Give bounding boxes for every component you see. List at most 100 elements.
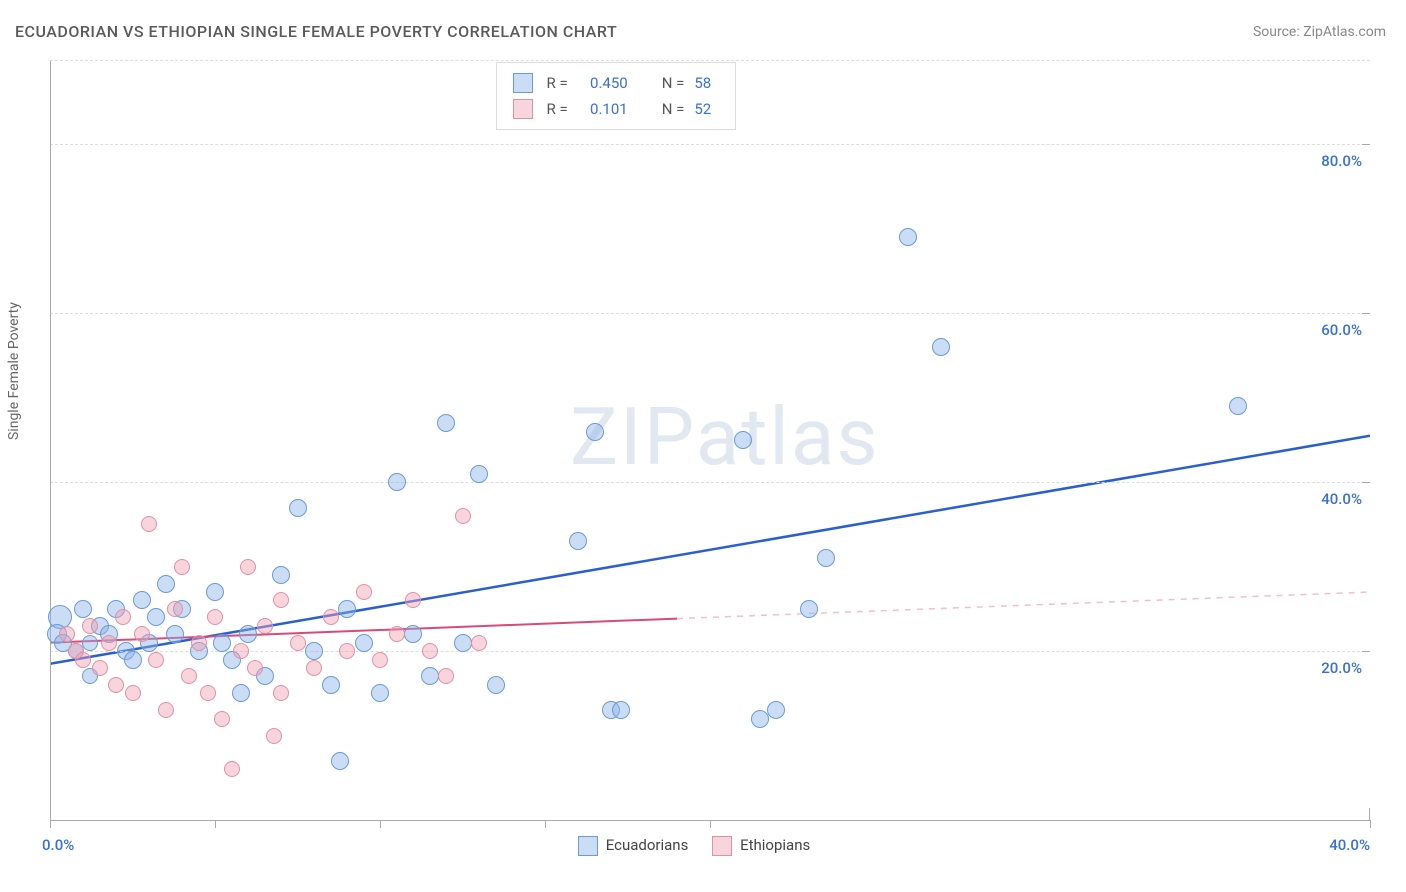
grid-line <box>50 144 1370 145</box>
data-point <box>206 583 224 601</box>
data-point <box>289 499 307 517</box>
data-point <box>470 465 488 483</box>
data-point <box>438 668 454 684</box>
grid-line <box>50 313 1370 314</box>
data-point <box>266 728 282 744</box>
y-tick-label: 20.0% <box>1321 659 1362 677</box>
y-axis-title: Single Female Poverty <box>6 302 22 440</box>
data-point <box>101 635 117 651</box>
data-point <box>586 423 604 441</box>
y-tick-label: 60.0% <box>1321 321 1362 339</box>
data-point <box>158 702 174 718</box>
data-point <box>612 701 630 719</box>
data-point <box>356 584 372 600</box>
data-point <box>273 685 289 701</box>
data-point <box>92 660 108 676</box>
data-point <box>339 643 355 659</box>
data-point <box>125 685 141 701</box>
data-point <box>124 651 142 669</box>
watermark: ZIPatlas <box>570 390 880 484</box>
data-point <box>181 668 197 684</box>
data-point <box>817 549 835 567</box>
data-point <box>306 660 322 676</box>
data-point <box>355 634 373 652</box>
data-point <box>240 559 256 575</box>
data-point <box>75 652 91 668</box>
data-point <box>389 626 405 642</box>
x-tick <box>1370 820 1371 828</box>
data-point <box>338 600 356 618</box>
x-tick <box>710 820 711 828</box>
data-point <box>214 711 230 727</box>
data-point <box>372 652 388 668</box>
data-point <box>247 660 263 676</box>
data-point <box>157 575 175 593</box>
data-point <box>388 473 406 491</box>
data-point <box>108 677 124 693</box>
data-point <box>133 591 151 609</box>
data-point <box>239 625 257 643</box>
y-tick <box>1362 482 1370 483</box>
data-point <box>207 609 223 625</box>
data-point <box>932 338 950 356</box>
y-tick <box>1362 651 1370 652</box>
data-point <box>734 431 752 449</box>
data-point <box>404 625 422 643</box>
data-point <box>487 676 505 694</box>
data-point <box>290 635 306 651</box>
legend-swatch <box>712 836 732 856</box>
data-point <box>232 684 250 702</box>
data-point <box>174 559 190 575</box>
data-point <box>257 618 273 634</box>
data-point <box>141 516 157 532</box>
x-axis-label-left: 0.0% <box>42 836 74 854</box>
data-point <box>59 626 75 642</box>
data-point <box>421 667 439 685</box>
data-point <box>200 685 216 701</box>
data-point <box>148 652 164 668</box>
y-axis-line <box>50 60 51 820</box>
y-tick-label: 40.0% <box>1321 490 1362 508</box>
data-point <box>371 684 389 702</box>
data-point <box>233 643 249 659</box>
legend-stats: R =0.450N =58R =0.101N =52 <box>496 62 737 130</box>
legend-swatch <box>513 99 533 119</box>
data-point <box>213 634 231 652</box>
data-point <box>422 643 438 659</box>
data-point <box>800 600 818 618</box>
data-point <box>272 566 290 584</box>
data-point <box>224 761 240 777</box>
data-point <box>899 228 917 246</box>
x-axis-label-right: 40.0% <box>1329 836 1370 854</box>
data-point <box>471 635 487 651</box>
legend-swatch <box>578 836 598 856</box>
data-point <box>1229 397 1247 415</box>
data-point <box>405 592 421 608</box>
data-point <box>331 752 349 770</box>
data-point <box>751 710 769 728</box>
data-point <box>767 701 785 719</box>
chart-title: ECUADORIAN VS ETHIOPIAN SINGLE FEMALE PO… <box>15 22 617 41</box>
y-tick <box>1362 144 1370 145</box>
data-point <box>74 600 92 618</box>
data-point <box>115 609 131 625</box>
data-point <box>569 532 587 550</box>
trend-line-dashed <box>677 592 1370 619</box>
data-point <box>166 625 184 643</box>
y-axis-line-right <box>1369 808 1370 820</box>
data-point <box>273 592 289 608</box>
data-point <box>322 676 340 694</box>
x-tick <box>215 820 216 828</box>
x-tick <box>380 820 381 828</box>
data-point <box>147 608 165 626</box>
legend-swatch <box>513 73 533 93</box>
grid-line <box>50 482 1370 483</box>
legend-label: Ecuadorians <box>606 836 689 854</box>
y-tick <box>1362 313 1370 314</box>
y-tick-label: 80.0% <box>1321 152 1362 170</box>
data-point <box>454 634 472 652</box>
grid-line <box>50 60 1370 61</box>
x-tick <box>545 820 546 828</box>
data-point <box>167 601 183 617</box>
data-point <box>455 508 471 524</box>
